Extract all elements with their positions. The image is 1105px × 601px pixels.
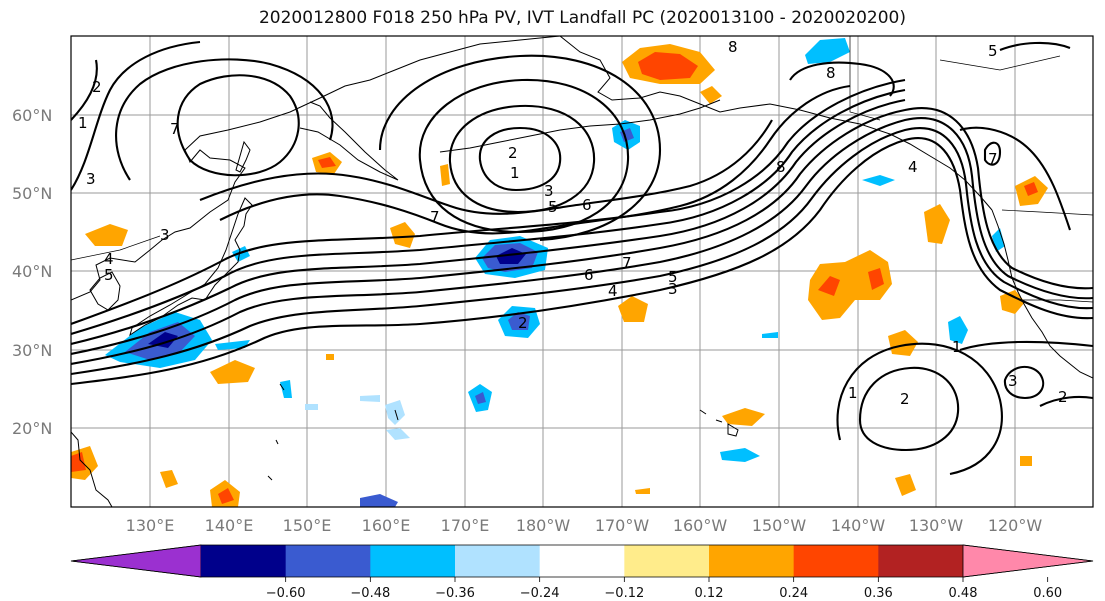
- lon-label: 150°W: [752, 516, 807, 535]
- pv-contours: [71, 40, 1093, 476]
- lon-label: 130°E: [126, 516, 175, 535]
- colorbar-tick-label: −0.12: [604, 586, 644, 601]
- colorbar-tick-label: 0.36: [864, 586, 893, 601]
- contour-label: 5: [104, 266, 114, 284]
- contour-label: 1: [848, 384, 858, 402]
- colorbar-outline: [70, 544, 1094, 578]
- colorbar-bin: [793, 545, 879, 577]
- lat-label: 50°N: [12, 184, 52, 203]
- contour-label: 5: [988, 42, 998, 60]
- latitude-labels: 60°N 50°N 40°N 30°N 20°N: [12, 106, 52, 438]
- contour-label: 8: [728, 38, 738, 56]
- contour-label: 7: [988, 150, 998, 168]
- colorbar-bin: [624, 545, 710, 577]
- colorbar-tick-label: 0.24: [779, 586, 808, 601]
- lat-label: 20°N: [12, 419, 52, 438]
- colorbar-bin: [709, 545, 795, 577]
- contour-label: 6: [584, 266, 594, 284]
- contour-label: 2: [508, 144, 518, 162]
- contour-label: 2: [92, 78, 102, 96]
- lon-label: 170°E: [441, 516, 490, 535]
- contour-label: 1: [78, 114, 88, 132]
- contour-label: 2: [900, 390, 910, 408]
- colorbar-tick-label: −0.24: [520, 586, 560, 601]
- colorbar-tick-label: −0.60: [266, 586, 306, 601]
- colorbar: −0.60 −0.48 −0.36 −0.24 −0.12 0.12 0.24 0.36 0.4…: [70, 544, 1094, 601]
- lat-label: 60°N: [12, 106, 52, 125]
- colorbar-bin: [201, 545, 287, 577]
- contour-label: 4: [608, 282, 618, 300]
- colorbar-bin: [370, 545, 456, 577]
- contour-label: 1: [952, 338, 962, 356]
- contour-label: 8: [776, 158, 786, 176]
- colorbar-tick-label: −0.36: [435, 586, 475, 601]
- contour-label: 3: [544, 182, 554, 200]
- contour-label: 8: [826, 64, 836, 82]
- contour-label: 3: [86, 170, 96, 188]
- contour-label: 3: [160, 226, 170, 244]
- lat-label: 40°N: [12, 262, 52, 281]
- contour-label: 5: [548, 198, 558, 216]
- contour-label: 1: [510, 164, 520, 182]
- contour-label: 6: [582, 196, 592, 214]
- colorbar-extend-min: [70, 544, 202, 578]
- longitude-labels: 130°E 140°E 150°E 160°E 170°E 180°W 170°…: [126, 516, 1043, 535]
- colorbar-bin: [285, 545, 371, 577]
- contour-label: 3: [1008, 372, 1018, 390]
- contour-label: 7: [170, 120, 180, 138]
- lon-label: 150°E: [283, 516, 332, 535]
- colorbar-bin: [539, 545, 625, 577]
- map-title: 2020012800 F018 250 hPa PV, IVT Landfall…: [258, 8, 906, 28]
- lon-label: 180°W: [516, 516, 571, 535]
- pc-anomaly-shading: [71, 38, 1048, 507]
- borders: [71, 36, 1093, 303]
- colorbar-tick-label: −0.48: [350, 586, 390, 601]
- contour-label: 2: [1058, 388, 1068, 406]
- contour-label: 4: [908, 158, 918, 176]
- contour-label: 2: [518, 314, 528, 332]
- colorbar-bin: [455, 545, 541, 577]
- lon-label: 160°W: [673, 516, 728, 535]
- lon-label: 160°E: [362, 516, 411, 535]
- contour-label: 7: [622, 254, 632, 272]
- contour-label: 5: [668, 268, 678, 286]
- lon-label: 140°E: [205, 516, 254, 535]
- lon-label: 170°W: [595, 516, 650, 535]
- coastlines: [71, 36, 1093, 507]
- contour-label: 7: [430, 208, 440, 226]
- colorbar-tick-label: 0.12: [695, 586, 724, 601]
- lat-label: 30°N: [12, 341, 52, 360]
- lon-label: 120°W: [988, 516, 1043, 535]
- colorbar-tick-label: 0.48: [949, 586, 978, 601]
- colorbar-bin: [878, 545, 964, 577]
- colorbar-extend-max: [962, 544, 1094, 578]
- lon-label: 140°W: [831, 516, 886, 535]
- lon-label: 130°W: [909, 516, 964, 535]
- contour-labels: 2 1 7 3 4 5 3 2 1 3 5 6 7 7 6 5 4 3 2 8 …: [78, 38, 1068, 408]
- colorbar-tick-label: 0.60: [1033, 586, 1062, 601]
- map-frame: [70, 35, 1094, 508]
- contour-label: 4: [104, 250, 114, 268]
- contour-label: 3: [668, 280, 678, 298]
